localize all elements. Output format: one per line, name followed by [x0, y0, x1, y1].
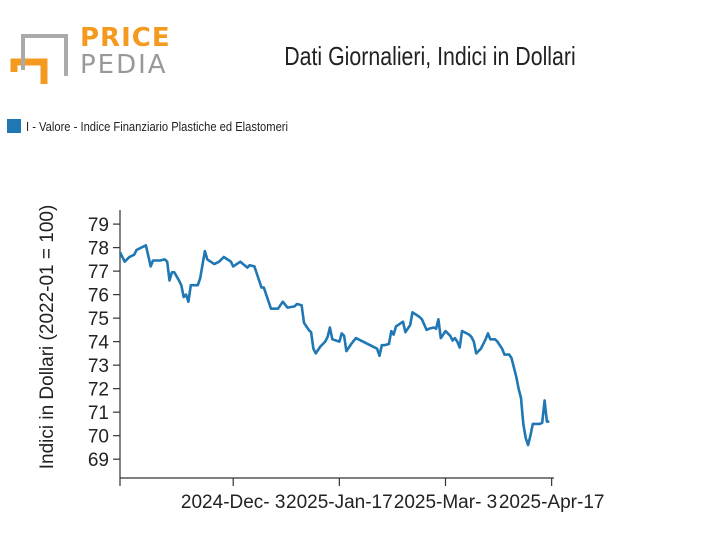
y-tick-label: 77	[88, 262, 109, 283]
chart-title: Dati Giornalieri, Indici in Dollari	[284, 41, 576, 71]
y-tick-label: 75	[88, 309, 109, 330]
y-tick-label: 78	[88, 239, 109, 260]
legend: I - Valore - Indice Finanziario Plastich…	[7, 118, 331, 134]
x-tick-label: 2025-Mar- 3	[394, 492, 498, 513]
legend-swatch	[7, 119, 21, 133]
logo-mark-icon	[10, 34, 68, 84]
y-tick-label: 74	[88, 333, 110, 354]
y-tick-label: 71	[88, 403, 109, 424]
y-tick-label: 69	[88, 450, 109, 471]
chart-series-layer	[118, 244, 550, 447]
y-axis-label: Indici in Dollari (2022-01 = 100)	[37, 205, 58, 470]
x-tick-label: 2025-Apr-17	[499, 492, 605, 513]
pricepedia-logo: PRICE PEDIA	[8, 22, 171, 84]
x-tick-label: 2025-Jan-17	[286, 492, 393, 513]
chart-axes	[113, 210, 554, 486]
logo-text-pedia: PEDIA	[80, 50, 168, 80]
series-line	[118, 244, 550, 447]
x-tick-label: 2024-Dec- 3	[181, 492, 286, 513]
y-tick-label: 76	[88, 286, 109, 307]
logo-text-price: PRICE	[80, 23, 171, 53]
legend-label: I - Valore - Indice Finanziario Plastich…	[26, 118, 289, 134]
y-tick-label: 70	[88, 427, 109, 448]
y-tick-label: 73	[88, 356, 109, 377]
y-tick-label: 79	[88, 215, 109, 236]
y-tick-label: 72	[88, 380, 109, 401]
